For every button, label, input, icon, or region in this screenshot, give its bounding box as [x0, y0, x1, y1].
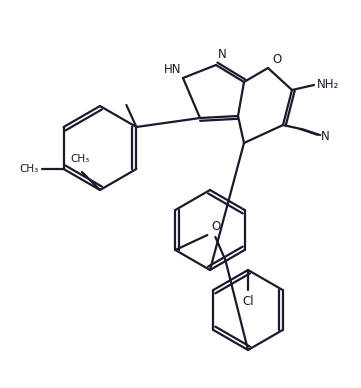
Text: Cl: Cl — [242, 295, 254, 308]
Text: O: O — [211, 220, 221, 233]
Text: N: N — [321, 130, 330, 142]
Text: CH₃: CH₃ — [19, 164, 39, 174]
Text: N: N — [218, 48, 227, 61]
Text: O: O — [272, 53, 281, 66]
Text: HN: HN — [164, 63, 181, 76]
Text: CH₃: CH₃ — [70, 154, 90, 164]
Text: NH₂: NH₂ — [317, 78, 339, 90]
